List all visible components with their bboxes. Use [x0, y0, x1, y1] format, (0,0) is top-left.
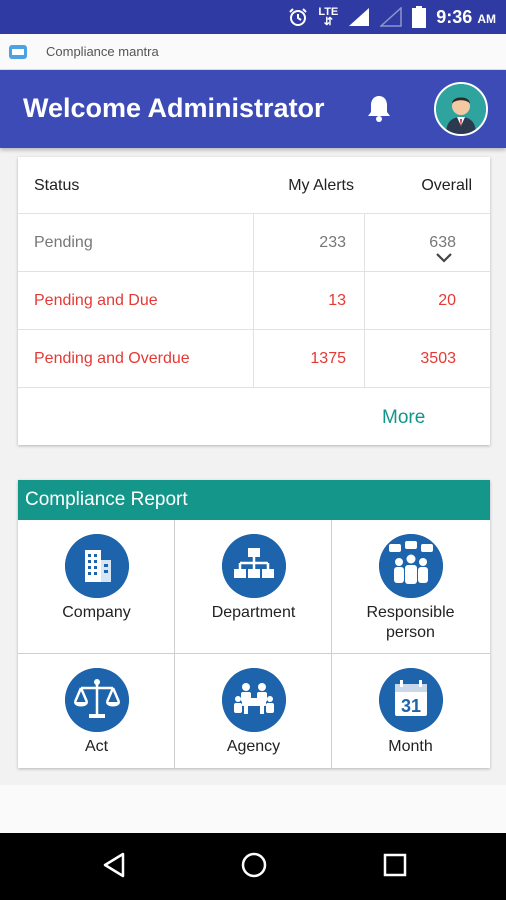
row-status: Pending and Overdue — [34, 350, 190, 367]
page-title: Welcome Administrator — [23, 93, 325, 123]
meeting-icon — [222, 668, 286, 732]
calendar-day-number: 31 — [401, 696, 421, 716]
company-label: Company — [62, 604, 131, 621]
signal-empty-icon — [380, 7, 403, 27]
row-my-alerts[interactable]: 13 — [253, 272, 364, 330]
more-button[interactable]: More — [18, 389, 490, 445]
alarm-icon — [289, 8, 308, 26]
home-icon[interactable] — [240, 851, 268, 879]
system-nav-bar — [0, 833, 506, 900]
recents-task-bar[interactable]: Compliance mantra — [0, 34, 506, 70]
column-header-status: Status — [34, 177, 80, 194]
more-label: More — [382, 407, 426, 428]
row-overall[interactable]: 20 — [364, 272, 490, 330]
row-status: Pending — [34, 234, 93, 251]
column-header-my-alerts: My Alerts — [288, 177, 354, 194]
row-status: Pending and Due — [34, 292, 158, 309]
status-summary-card: Status My Alerts Overall Pending 233 638… — [18, 157, 490, 445]
battery-icon — [412, 6, 427, 28]
status-bar: LTE ⇵ 9:36 AM — [0, 0, 506, 34]
user-avatar-icon — [436, 84, 486, 134]
responsible-person-tile[interactable]: Responsible person — [332, 520, 490, 654]
department-tile[interactable]: Department — [175, 520, 332, 654]
responsible-person-label-line2: person — [386, 624, 435, 641]
org-chart-icon — [222, 534, 286, 598]
row-my-alerts[interactable]: 1375 — [253, 330, 364, 388]
notification-bell-icon[interactable] — [366, 94, 392, 124]
table-header-row: Status My Alerts Overall — [18, 157, 490, 214]
responsible-person-label-line1: Responsible — [366, 604, 455, 621]
chevron-down-icon[interactable] — [435, 252, 453, 264]
back-icon[interactable] — [101, 851, 127, 879]
responsible-person-label: Responsible person — [332, 603, 489, 643]
lte-indicator: LTE ⇵ — [318, 6, 339, 28]
signal-icon — [349, 8, 370, 26]
act-tile[interactable]: Act — [18, 654, 175, 768]
row-overall[interactable]: 638 — [364, 214, 490, 272]
calendar-icon: 31 — [379, 668, 443, 732]
department-label: Department — [211, 604, 296, 621]
month-label: Month — [388, 738, 433, 755]
column-header-overall: Overall — [421, 177, 472, 194]
recents-icon[interactable] — [382, 851, 408, 879]
people-chat-icon — [379, 534, 443, 598]
task-title: Compliance mantra — [46, 44, 159, 59]
agency-tile[interactable]: Agency — [175, 654, 332, 768]
table-row[interactable]: Pending and Due 13 20 — [18, 272, 490, 330]
table-row[interactable]: Pending 233 638 — [18, 214, 490, 272]
report-title: Compliance Report — [18, 480, 490, 520]
building-icon — [65, 534, 129, 598]
app-icon — [9, 44, 27, 59]
clock: 9:36 AM — [436, 6, 496, 27]
scales-icon — [65, 668, 129, 732]
report-grid: Company Department — [18, 520, 490, 768]
avatar[interactable] — [434, 82, 488, 136]
row-overall[interactable]: 3503 — [364, 330, 490, 388]
app-header: Welcome Administrator — [0, 70, 506, 148]
compliance-report-panel: Compliance Report Company — [18, 480, 490, 768]
footer-spacer — [0, 785, 506, 833]
status-table: Status My Alerts Overall Pending 233 638… — [18, 157, 490, 388]
row-my-alerts[interactable]: 233 — [253, 214, 364, 272]
agency-label: Agency — [226, 738, 281, 755]
company-tile[interactable]: Company — [18, 520, 175, 654]
month-tile[interactable]: 31 Month — [332, 654, 490, 768]
act-label: Act — [84, 738, 109, 755]
table-row[interactable]: Pending and Overdue 1375 3503 — [18, 330, 490, 388]
